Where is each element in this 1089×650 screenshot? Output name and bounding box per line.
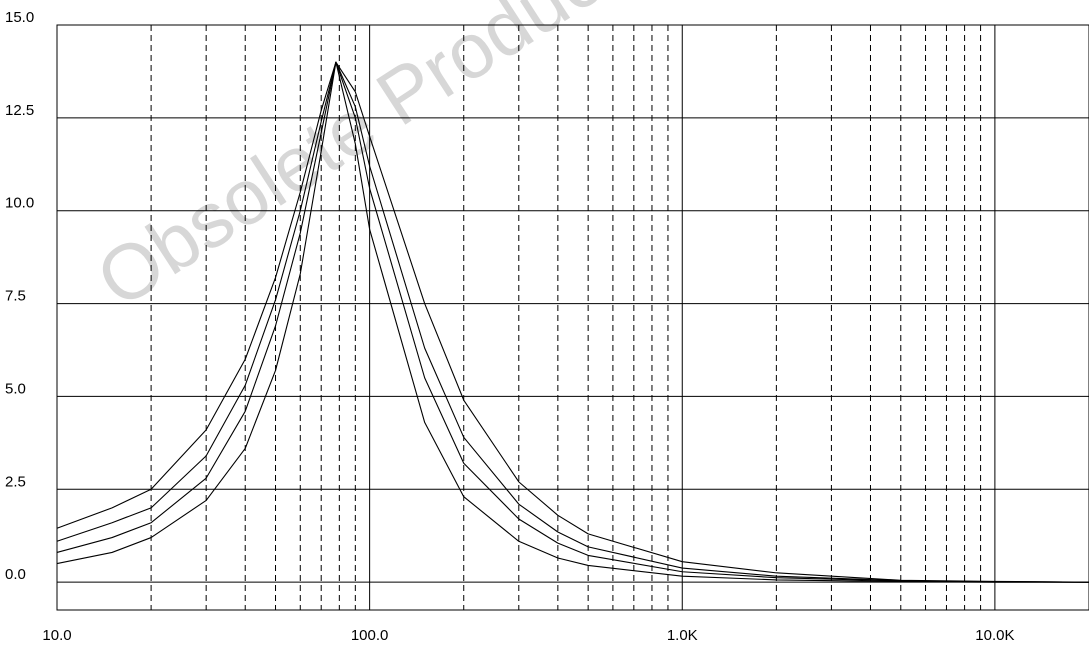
y-tick-label: 7.5 xyxy=(5,288,26,305)
series-line-3 xyxy=(56,61,1089,583)
x-tick-label: 10.0 xyxy=(42,627,71,644)
y-tick-label: 5.0 xyxy=(5,380,26,397)
x-tick-label: 100.0 xyxy=(351,627,389,644)
y-tick-label: 10.0 xyxy=(5,195,34,212)
y-tick-label: 2.5 xyxy=(5,473,26,490)
y-tick-label: 12.5 xyxy=(5,102,34,119)
x-tick-label: 1.0K xyxy=(667,627,698,644)
series-line-2 xyxy=(56,61,1089,583)
x-tick-labels: 10.0 100.0 1.0K 10.0K xyxy=(42,627,1014,644)
series-layer xyxy=(56,61,1089,583)
plot-frame xyxy=(56,24,1089,611)
y-tick-labels: 0.0 2.5 5.0 7.5 10.0 12.5 15.0 xyxy=(5,9,34,583)
series-line-4 xyxy=(56,61,1089,583)
minor-gridlines xyxy=(150,25,982,610)
x-tick-label: 10.0K xyxy=(975,627,1014,644)
y-tick-label: 15.0 xyxy=(5,9,34,26)
y-tick-label: 0.0 xyxy=(5,566,26,583)
major-gridlines xyxy=(56,24,1089,610)
series-line-1 xyxy=(56,61,1089,583)
